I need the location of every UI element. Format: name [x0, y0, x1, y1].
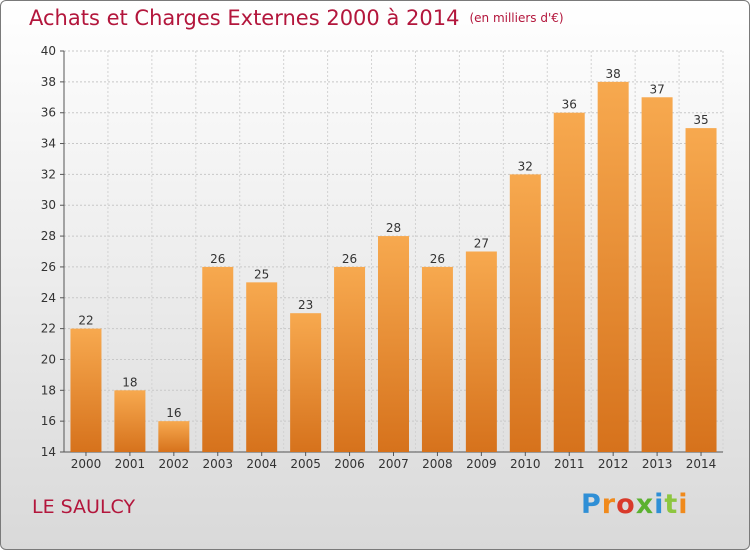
bar: [158, 421, 190, 452]
y-tick-label: 40: [41, 44, 56, 58]
chart-title: Achats et Charges Externes 2000 à 2014 (e…: [29, 6, 564, 30]
bar: [114, 390, 146, 452]
bar: [334, 266, 366, 452]
data-label: 36: [562, 98, 577, 112]
y-tick-label: 28: [41, 229, 56, 243]
x-tick-label: 2010: [510, 457, 541, 471]
x-tick-label: 2002: [159, 457, 190, 471]
data-label: 26: [342, 252, 357, 266]
x-tick-label: 2001: [115, 457, 146, 471]
data-label: 25: [254, 267, 269, 281]
bar: [641, 97, 673, 453]
y-tick-label: 32: [41, 167, 56, 181]
data-label: 26: [210, 252, 225, 266]
bar: [597, 81, 629, 452]
chart-unit: (en milliers d'€): [469, 11, 564, 25]
y-tick-label: 36: [41, 106, 56, 120]
x-tick-label: 2006: [334, 457, 365, 471]
bar: [685, 128, 717, 452]
bar: [290, 313, 322, 452]
x-tick-label: 2008: [422, 457, 453, 471]
logo-letter: x: [635, 489, 655, 520]
x-tick-label: 2003: [202, 457, 233, 471]
logo-letter: i: [654, 489, 665, 520]
data-label: 18: [122, 375, 137, 389]
axes: 14 16 18 20 22 24 26 28 30 32 34 36 38 40 2000 2001 2002…: [41, 44, 723, 471]
x-tick-label: 2009: [466, 457, 497, 471]
logo-letter: o: [616, 489, 636, 520]
bar: [465, 251, 497, 452]
logo-letter: P: [581, 489, 602, 520]
data-label: 22: [78, 314, 93, 328]
proxiti-logo: Proxiti: [581, 489, 689, 520]
data-label: 23: [298, 298, 313, 312]
data-label: 38: [606, 67, 621, 81]
y-tick-label: 30: [41, 198, 56, 212]
data-label: 26: [430, 252, 445, 266]
data-labels: 22 18 16 26 25 23 26 28 26 27 32 36 38 37 35: [78, 67, 708, 420]
bar: [509, 174, 541, 452]
bar: [553, 112, 585, 452]
x-tick-label: 2012: [598, 457, 629, 471]
y-tick-label: 14: [41, 445, 56, 459]
data-label: 37: [649, 82, 664, 96]
logo-letter: r: [601, 489, 617, 520]
bar: [70, 328, 102, 452]
x-tick-label: 2014: [686, 457, 717, 471]
data-label: 27: [474, 237, 489, 251]
x-tick-label: 2004: [246, 457, 277, 471]
y-tick-label: 26: [41, 260, 56, 274]
bar: [246, 282, 278, 452]
bar: [378, 236, 409, 452]
data-label: 32: [518, 159, 533, 173]
y-tick-label: 38: [41, 75, 56, 89]
commune-name: LE SAULCY: [32, 496, 136, 518]
data-label: 35: [693, 113, 708, 127]
y-tick-label: 24: [41, 291, 56, 305]
data-label: 28: [386, 221, 401, 235]
y-tick-label: 16: [41, 414, 56, 428]
x-tick-label: 2000: [71, 457, 102, 471]
bar: [202, 266, 234, 452]
x-tick-label: 2007: [378, 457, 409, 471]
x-tick-label: 2011: [554, 457, 585, 471]
logo-letter: t: [664, 489, 679, 520]
x-tick-label: 2013: [642, 457, 673, 471]
y-tick-label: 22: [41, 322, 56, 336]
data-label: 16: [166, 406, 181, 420]
bar: [421, 266, 453, 452]
y-tick-label: 20: [41, 352, 56, 366]
logo-letter: i: [678, 489, 689, 520]
x-tick-label: 2005: [290, 457, 321, 471]
chart-title-text: Achats et Charges Externes 2000 à 2014: [29, 6, 460, 30]
y-tick-label: 18: [41, 383, 56, 397]
y-tick-label: 34: [41, 137, 56, 151]
bars: [70, 81, 717, 453]
